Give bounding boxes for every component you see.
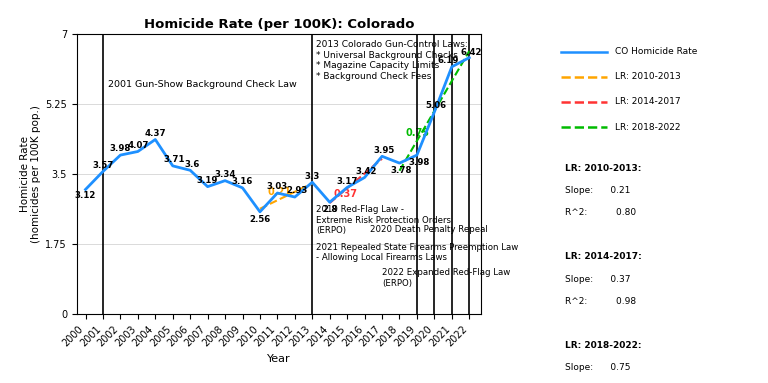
Text: R^2:          0.98: R^2: 0.98 xyxy=(565,297,637,306)
Text: CO Homicide Rate: CO Homicide Rate xyxy=(615,47,697,56)
Text: 3.03: 3.03 xyxy=(266,182,288,192)
Text: 4.07: 4.07 xyxy=(127,141,148,150)
Text: LR: 2014-2017:: LR: 2014-2017: xyxy=(565,252,642,261)
X-axis label: Year: Year xyxy=(267,354,291,364)
Text: 3.98: 3.98 xyxy=(408,158,429,167)
Text: 3.12: 3.12 xyxy=(74,191,96,200)
Text: 3.71: 3.71 xyxy=(164,155,185,164)
Text: 2.56: 2.56 xyxy=(250,215,270,224)
Text: 6.19: 6.19 xyxy=(438,56,459,65)
Text: 3.6: 3.6 xyxy=(184,160,200,169)
Text: LR: 2010-2013:: LR: 2010-2013: xyxy=(565,164,641,173)
Text: 3.34: 3.34 xyxy=(214,170,236,179)
Text: 3.17: 3.17 xyxy=(336,177,358,186)
Text: 2019 Red-Flag Law -
Extreme Risk Protection Orders
(ERPO): 2019 Red-Flag Law - Extreme Risk Protect… xyxy=(316,205,451,235)
Text: LR: 2018-2022: LR: 2018-2022 xyxy=(615,123,680,131)
Text: 3.57: 3.57 xyxy=(92,161,114,170)
Text: R^2:          0.80: R^2: 0.80 xyxy=(565,208,637,217)
Text: 3.98: 3.98 xyxy=(110,144,131,154)
Text: 3.95: 3.95 xyxy=(373,146,395,155)
Text: 0.75: 0.75 xyxy=(406,128,430,137)
Text: Slope:      0.37: Slope: 0.37 xyxy=(565,275,631,283)
Text: LR: 2014-2017: LR: 2014-2017 xyxy=(615,98,680,106)
Text: 0.21: 0.21 xyxy=(267,187,291,197)
Text: 3.3: 3.3 xyxy=(305,172,320,181)
Text: 3.19: 3.19 xyxy=(197,176,218,185)
Text: 2.8: 2.8 xyxy=(322,205,337,214)
Text: 0.37: 0.37 xyxy=(333,189,357,199)
Text: 2013 Colorado Gun-Control Laws:
* Universal Background Checks
* Magazine Capacit: 2013 Colorado Gun-Control Laws: * Univer… xyxy=(316,41,468,81)
Text: 3.42: 3.42 xyxy=(356,167,377,176)
Text: 4.37: 4.37 xyxy=(144,129,166,138)
Text: 5.06: 5.06 xyxy=(425,101,447,110)
Text: LR: 2010-2013: LR: 2010-2013 xyxy=(615,72,680,82)
Title: Homicide Rate (per 100K): Colorado: Homicide Rate (per 100K): Colorado xyxy=(144,18,415,31)
Y-axis label: Homicide Rate
(homicides per 100K pop.): Homicide Rate (homicides per 100K pop.) xyxy=(19,105,41,243)
Text: 2001 Gun-Show Background Check Law: 2001 Gun-Show Background Check Law xyxy=(108,80,297,89)
Text: 2.93: 2.93 xyxy=(286,187,307,195)
Text: Slope:      0.21: Slope: 0.21 xyxy=(565,186,631,195)
Text: 3.16: 3.16 xyxy=(232,177,253,186)
Text: 6.42: 6.42 xyxy=(460,48,482,57)
Text: 2022 Expanded Red-Flag Law
(ERPO): 2022 Expanded Red-Flag Law (ERPO) xyxy=(382,268,510,288)
Text: 2021 Repealed State Firearms Preemption Law
- Allowing Local Firearms Laws: 2021 Repealed State Firearms Preemption … xyxy=(316,243,518,262)
Text: 3.78: 3.78 xyxy=(390,166,412,175)
Text: 2020 Death Penalty Repeal: 2020 Death Penalty Repeal xyxy=(370,225,488,234)
Text: Slope:      0.75: Slope: 0.75 xyxy=(565,363,631,372)
Text: LR: 2018-2022:: LR: 2018-2022: xyxy=(565,341,642,350)
